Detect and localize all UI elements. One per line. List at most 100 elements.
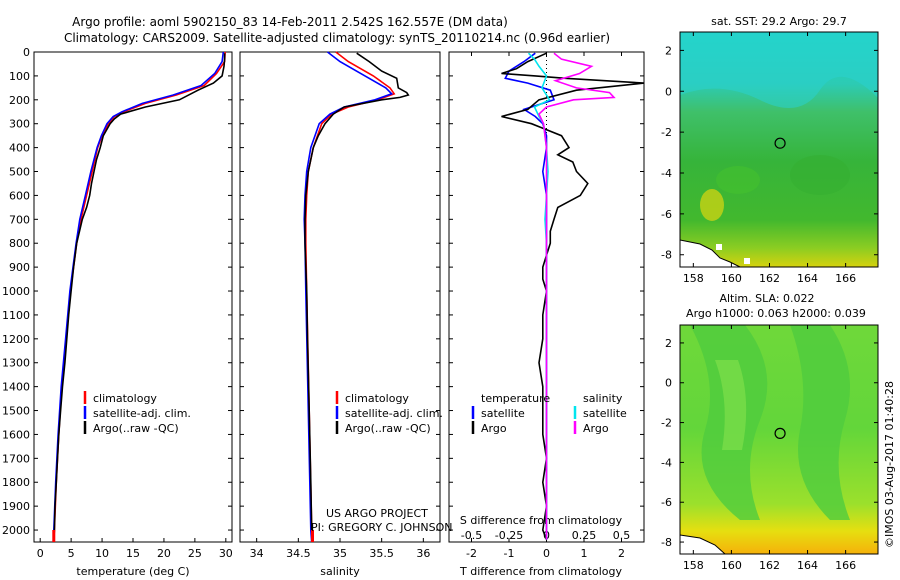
legend-header-salinity: salinity	[583, 392, 623, 405]
series-s-argo	[538, 52, 616, 540]
float-position-marker	[774, 427, 786, 439]
lat-tick-label: -6	[661, 496, 672, 509]
legend-label-argo: Argo(..raw -QC)	[345, 422, 431, 435]
lon-tick-label: 158	[683, 559, 704, 572]
lat-tick-label: -4	[661, 167, 672, 180]
x-tick-label: 20	[157, 547, 171, 560]
x-tick-label: 0	[543, 547, 550, 560]
lat-tick-label: 2	[665, 337, 672, 350]
legend-label-s-satellite: satellite	[583, 407, 627, 420]
x-tick-label: 15	[126, 547, 140, 560]
s-tick-label: 0.25	[572, 529, 597, 542]
x-tick-label: -2	[466, 547, 477, 560]
lon-tick-label: 160	[721, 272, 742, 285]
series-satellite-adj-clim-	[303, 51, 394, 543]
depth-tick-label: 2000	[2, 524, 30, 537]
series-argo-raw-qc-	[53, 53, 226, 540]
sst-patch	[790, 155, 850, 195]
sst-map-axes: 158 160 162 164 166 2 0 -2 -4 -6 -8	[661, 32, 878, 285]
depth-tick-label: 200	[9, 94, 30, 107]
figure-title-line1: Argo profile: aoml 5902150_83 14-Feb-201…	[72, 15, 508, 29]
x-axis-label: salinity	[320, 565, 360, 578]
lat-tick-label: -6	[661, 208, 672, 221]
depth-tick-label: 1500	[2, 405, 30, 418]
x-tick-label: 1	[581, 547, 588, 560]
lon-tick-label: 164	[797, 272, 818, 285]
sst-patch	[716, 166, 760, 194]
sst-map-panel: sat. SST: 29.2 Argo: 29.7 158 160 162 164 16…	[661, 15, 879, 285]
lon-tick-label: 164	[797, 559, 818, 572]
s-tick-label: -0.25	[495, 529, 523, 542]
depth-tick-label: 1400	[2, 381, 30, 394]
legend-label-climatology: climatology	[345, 392, 409, 405]
depth-tick-label: 300	[9, 118, 30, 131]
series-argo-raw-qc-	[304, 52, 410, 540]
sla-map-title-line2: Argo h1000: 0.063 h2000: 0.039	[686, 307, 866, 320]
x-tick-label: 36	[416, 547, 430, 560]
legend-label-climatology: climatology	[93, 392, 157, 405]
project-annotation: US ARGO PROJECT	[326, 507, 428, 520]
land-cell	[744, 258, 750, 264]
series-climatology	[53, 51, 226, 543]
s-axis-label: S difference from climatology	[460, 514, 623, 527]
legend-label-t-satellite: satellite	[481, 407, 525, 420]
x-tick-label: 2	[618, 547, 625, 560]
sst-map-frame	[679, 31, 879, 268]
coastline-land	[680, 239, 741, 267]
lon-tick-label: 166	[835, 559, 856, 572]
x-tick-label: 30	[219, 547, 233, 560]
depth-tick-label: 1700	[2, 452, 30, 465]
land-cell	[716, 244, 722, 250]
x-tick-label: 34.5	[286, 547, 311, 560]
depth-tick-label: 1100	[2, 309, 30, 322]
coastline-land	[680, 534, 726, 554]
depth-tick-label: 400	[9, 142, 30, 155]
x-tick-label: 0	[37, 547, 44, 560]
lat-tick-label: 0	[665, 85, 672, 98]
legend-label-s-argo: Argo	[583, 422, 609, 435]
depth-tick-label: 1000	[2, 285, 30, 298]
salinity-panel: 34 34.5 35 35.5 36 salinity	[239, 51, 441, 578]
depth-tick-label: 600	[9, 189, 30, 202]
depth-tick-label: 1600	[2, 428, 30, 441]
sla-trough	[790, 325, 850, 520]
depth-tick-label: 500	[9, 166, 30, 179]
x-axis-label: T difference from climatology	[459, 565, 622, 578]
s-tick-label: 0.5	[613, 529, 631, 542]
series-t-argo	[501, 52, 645, 540]
plot-frame	[239, 51, 441, 543]
depth-tick-label: 1300	[2, 357, 30, 370]
plot-frame	[33, 51, 233, 543]
depth-tick-label: 800	[9, 237, 30, 250]
lon-tick-label: 166	[835, 272, 856, 285]
lat-tick-label: -4	[661, 456, 672, 469]
figure-title-line2: Climatology: CARS2009. Satellite-adjuste…	[64, 31, 610, 45]
legend-label-argo: Argo(..raw -QC)	[93, 422, 179, 435]
x-axis-label: temperature (deg C)	[76, 565, 189, 578]
pi-annotation: PI: GREGORY C. JOHNSON	[311, 521, 452, 534]
lat-tick-label: -2	[661, 417, 672, 430]
sla-ridge	[715, 360, 747, 450]
float-position-marker	[774, 137, 786, 149]
x-tick-label: 34	[250, 547, 264, 560]
series-satellite-adj-clim-	[52, 51, 225, 543]
lon-tick-label: 162	[759, 559, 780, 572]
depth-tick-label: 700	[9, 213, 30, 226]
lat-tick-label: 0	[665, 377, 672, 390]
sla-map-panel: Altim. SLA: 0.022 Argo h1000: 0.063 h200…	[661, 292, 879, 572]
s-tick-label: -0.5	[461, 529, 482, 542]
legend-label-t-argo: Argo	[481, 422, 507, 435]
difference-panel: -2 -1 0 1 2-0.5 -0.25 0 0.25 0.5S difference fro…	[448, 51, 645, 578]
temperature-legend: climatology satellite-adj. clim. Argo(..…	[83, 391, 191, 435]
x-tick-label: 5	[68, 547, 75, 560]
lat-tick-label: -8	[661, 536, 672, 549]
depth-tick-label: 900	[9, 261, 30, 274]
difference-legend: temperature salinity satellite Argo sate…	[471, 392, 627, 435]
depth-tick-label: 0	[23, 46, 30, 59]
x-tick-label: 25	[188, 547, 202, 560]
sst-warm-spot	[700, 189, 724, 221]
sla-map-axes: 158 160 162 164 166 2 0 -2 -4 -6 -8	[661, 325, 878, 572]
salinity-legend: climatology satellite-adj. clim. Argo(..…	[311, 391, 452, 534]
lat-tick-label: -8	[661, 249, 672, 262]
lon-tick-label: 160	[721, 559, 742, 572]
